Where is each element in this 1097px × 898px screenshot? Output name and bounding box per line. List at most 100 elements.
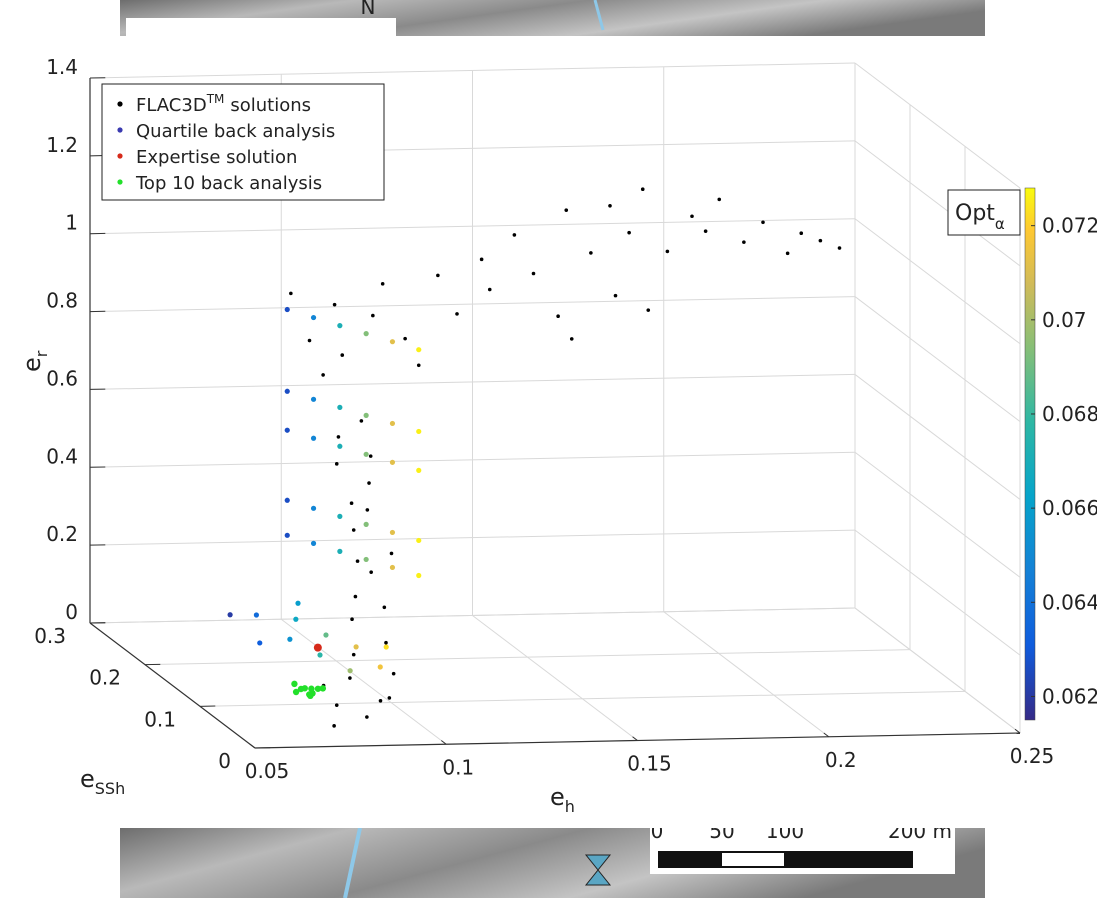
data-point bbox=[320, 685, 326, 691]
data-point bbox=[367, 481, 371, 485]
data-point bbox=[311, 397, 316, 402]
colorbar-tick-label: 0.066 bbox=[1042, 496, 1097, 520]
data-point bbox=[323, 632, 328, 637]
z-tick-label: 1 bbox=[65, 211, 78, 235]
map-top: N bbox=[120, 0, 985, 36]
north-label: N bbox=[361, 0, 376, 19]
data-point bbox=[384, 641, 388, 645]
data-point bbox=[390, 530, 395, 535]
data-point bbox=[838, 246, 842, 250]
legend-label: Quartile back analysis bbox=[136, 121, 335, 142]
data-point bbox=[285, 498, 290, 503]
data-point bbox=[564, 208, 568, 212]
legend-name: Expertise solution bbox=[136, 147, 297, 168]
data-point bbox=[348, 668, 353, 673]
legend-name: FLAC3D bbox=[136, 95, 207, 116]
data-point bbox=[337, 514, 342, 519]
z-tick-label: 0.2 bbox=[46, 522, 78, 546]
data-point bbox=[332, 724, 336, 728]
data-point bbox=[350, 617, 354, 621]
scale-bar bbox=[658, 851, 913, 868]
data-point bbox=[333, 303, 337, 307]
x-tick-label: 0.05 bbox=[245, 759, 290, 783]
colorbar-label-text: Opt bbox=[955, 201, 995, 226]
data-point bbox=[403, 337, 407, 341]
data-point bbox=[314, 644, 322, 652]
data-point bbox=[416, 538, 421, 543]
y-axis-label-text: e bbox=[80, 765, 95, 793]
data-point bbox=[384, 644, 389, 649]
x-tick-label: 0.15 bbox=[627, 752, 672, 776]
data-point bbox=[311, 541, 316, 546]
figure: N 0 50 100 200 m 0.050.10.150.20.2500.10… bbox=[0, 0, 1097, 898]
data-point bbox=[608, 204, 612, 208]
data-point bbox=[480, 258, 484, 262]
data-point bbox=[690, 214, 694, 218]
legend-label: Top 10 back analysis bbox=[135, 173, 322, 194]
legend-marker bbox=[117, 127, 122, 132]
data-point bbox=[254, 612, 259, 617]
data-point bbox=[742, 240, 746, 244]
y-tick-label: 0.3 bbox=[34, 624, 66, 648]
data-point bbox=[390, 565, 395, 570]
data-point bbox=[786, 252, 790, 256]
data-point bbox=[378, 664, 383, 669]
data-point bbox=[589, 251, 593, 255]
data-point bbox=[337, 323, 342, 328]
data-point bbox=[285, 533, 290, 538]
data-point bbox=[666, 250, 670, 254]
data-point bbox=[337, 444, 342, 449]
data-point bbox=[388, 696, 392, 700]
legend-name-sup: TM bbox=[206, 92, 225, 106]
data-point bbox=[350, 501, 354, 505]
z-tick-label: 0 bbox=[65, 600, 78, 624]
data-point bbox=[308, 686, 314, 692]
y-axis-label-sub: SSh bbox=[95, 779, 125, 798]
x-axis-label-sub: h bbox=[565, 797, 575, 816]
legend-name: Top 10 back analysis bbox=[135, 173, 322, 194]
map-label-box bbox=[126, 18, 396, 36]
data-point bbox=[364, 331, 369, 336]
data-point bbox=[364, 557, 369, 562]
data-point bbox=[390, 460, 395, 465]
data-point bbox=[532, 272, 536, 276]
data-point bbox=[348, 676, 352, 680]
data-point bbox=[379, 699, 383, 703]
data-point bbox=[570, 337, 574, 341]
data-point bbox=[311, 436, 316, 441]
data-point bbox=[556, 314, 560, 318]
data-point bbox=[335, 462, 339, 466]
data-point bbox=[287, 637, 292, 642]
z-axis-label-sub: r bbox=[32, 350, 51, 357]
data-point bbox=[337, 405, 342, 410]
data-point bbox=[365, 715, 369, 719]
data-point bbox=[416, 468, 421, 473]
data-point bbox=[364, 413, 369, 418]
data-point bbox=[337, 549, 342, 554]
data-point bbox=[366, 508, 370, 512]
legend-label: Expertise solution bbox=[136, 147, 297, 168]
data-point bbox=[289, 292, 293, 296]
data-point bbox=[354, 595, 358, 599]
colorbar-tick-label: 0.07 bbox=[1042, 308, 1087, 332]
data-point bbox=[352, 528, 356, 532]
data-point bbox=[369, 570, 373, 574]
colorbar-tick-label: 0.072 bbox=[1042, 214, 1097, 238]
data-point bbox=[337, 435, 341, 439]
data-point bbox=[311, 506, 316, 511]
data-point bbox=[257, 640, 262, 645]
legend-marker bbox=[117, 101, 122, 106]
data-point bbox=[761, 220, 765, 224]
data-point bbox=[390, 339, 395, 344]
data-point bbox=[285, 389, 290, 394]
colorbar-tick-label: 0.062 bbox=[1042, 684, 1097, 708]
data-point bbox=[371, 314, 375, 318]
data-point bbox=[390, 552, 394, 556]
data-point bbox=[383, 606, 387, 610]
data-point bbox=[416, 429, 421, 434]
data-point bbox=[285, 428, 290, 433]
z-tick-label: 0.4 bbox=[46, 444, 78, 468]
data-point bbox=[335, 703, 339, 707]
data-point bbox=[228, 612, 233, 617]
data-point bbox=[819, 239, 823, 243]
